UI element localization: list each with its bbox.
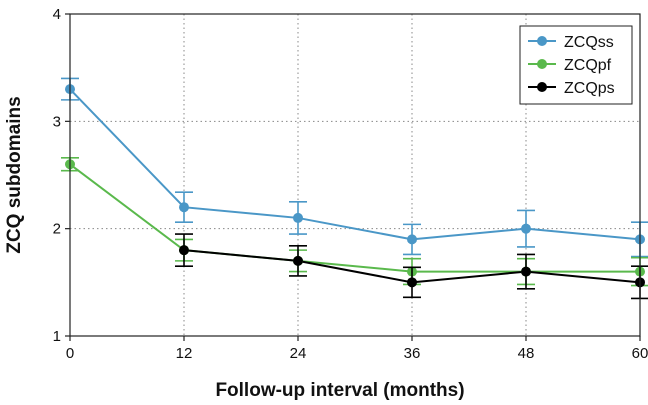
x-tick-label: 24 <box>290 345 307 362</box>
plot-frame <box>69 13 641 337</box>
legend-swatch-marker <box>537 36 547 46</box>
data-point-zcqps <box>293 255 303 266</box>
x-tick-label: 48 <box>518 345 535 362</box>
data-point-zcqss <box>407 234 417 245</box>
series-layer <box>61 77 648 300</box>
data-point-zcqss <box>179 202 189 213</box>
series-line-zcqpf <box>69 163 640 273</box>
y-axis-title: ZCQ subdomains <box>4 96 25 253</box>
y-tick-label: 1 <box>53 328 61 345</box>
series-line-zcqss <box>69 88 641 241</box>
legend: ZCQss ZCQpf ZCQps <box>519 25 633 105</box>
y-tick-label: 4 <box>53 6 61 23</box>
x-tick-label: 60 <box>632 345 648 362</box>
x-tick-label: 36 <box>404 345 421 362</box>
data-point-zcqps <box>521 266 531 277</box>
x-tick-label: 0 <box>66 345 74 362</box>
data-point-zcqps <box>407 277 417 288</box>
data-point-zcqss <box>521 223 531 234</box>
y-tick-label: 3 <box>53 113 61 130</box>
data-point-zcqps <box>179 245 189 256</box>
data-point-zcqss <box>293 212 303 223</box>
y-tick-label: 2 <box>53 221 61 238</box>
legend-swatch-marker <box>537 59 547 69</box>
legend-label: ZCQpf <box>564 57 612 74</box>
x-tick-label: 12 <box>176 345 193 362</box>
legend-label: ZCQss <box>564 34 614 51</box>
legend-label: ZCQps <box>564 80 615 97</box>
legend-swatch-marker <box>537 82 547 92</box>
x-axis-title: Follow-up interval (months) <box>215 380 464 401</box>
